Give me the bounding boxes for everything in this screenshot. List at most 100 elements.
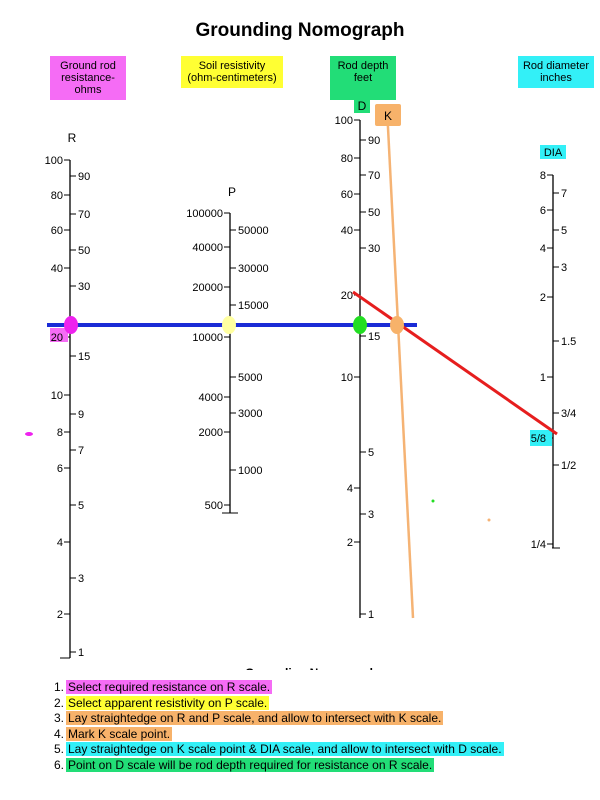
step-1: 1. Select required resistance on R scale. xyxy=(40,680,504,696)
step-5-text: Lay straightedge on K scale point & DIA … xyxy=(66,742,504,756)
scale-label-dia: DIA xyxy=(544,147,563,159)
marker-d-point xyxy=(353,316,367,334)
tick-label-d-left: 60 xyxy=(341,189,353,201)
tick-label-r-left: 10 xyxy=(51,390,63,402)
straightedge-k-dia xyxy=(352,290,558,436)
tick-label-r-left: 40 xyxy=(51,263,63,275)
header-d-line-2: feet xyxy=(353,72,373,84)
step-4-text: Mark K scale point. xyxy=(66,726,173,741)
tick-label-dia-left: 4 xyxy=(540,243,546,255)
step-5-number: 5. xyxy=(53,742,64,756)
tick-label-d-left: 10 xyxy=(341,372,353,384)
marker-k-point xyxy=(390,316,404,334)
tick-label-p-left: 20000 xyxy=(192,282,223,294)
tick-label-dia-left: 1 xyxy=(540,372,546,384)
tick-label-r-right: 3 xyxy=(78,573,84,585)
step-4: 4. Mark K scale point. xyxy=(40,726,504,743)
tick-label-d-left: 80 xyxy=(341,153,353,165)
header-dia: Rod diameter inches xyxy=(518,56,594,88)
instructions-list: 1. Select required resistance on R scale.… xyxy=(40,680,504,773)
scale-label-r: R xyxy=(68,131,77,145)
tick-label-d-right: 50 xyxy=(368,207,380,219)
tick-label-dia-right: 7 xyxy=(561,188,567,200)
tick-label-p-right: 5000 xyxy=(238,372,262,384)
tick-label-r-left: 20 xyxy=(51,332,63,344)
header-p: Soil resistivity (ohm-centimeters) xyxy=(181,56,283,88)
tick-label-p-left: 100000 xyxy=(186,208,223,220)
step-6-text: Point on D scale will be rod depth requi… xyxy=(66,757,435,772)
step-3: 3. Lay straightedge on R and P scale, and… xyxy=(40,711,504,727)
tick-label-dia-right: 1.5 xyxy=(561,336,576,348)
scale-label-d-bg xyxy=(354,99,370,113)
marker-p-point xyxy=(222,316,236,334)
tick-label-dia-right: 5 xyxy=(561,225,567,237)
dia-58-highlight xyxy=(530,430,552,446)
tick-label-r-left: 80 xyxy=(51,190,63,202)
tick-label-d-right: 1 xyxy=(368,609,374,621)
tick-label-r-left: 8 xyxy=(57,427,63,439)
tick-label-r-right: 30 xyxy=(78,281,90,293)
tick-label-r-left: 2 xyxy=(57,609,63,621)
tick-label-d-right: 30 xyxy=(368,243,380,255)
tick-label-r-right: 90 xyxy=(78,171,90,183)
tick-label-dia-left: 8 xyxy=(540,170,546,182)
scale-label-k: K xyxy=(384,109,392,123)
header-dia-line-1: Rod diameter xyxy=(522,60,590,72)
tick-label-dia-left: 2 xyxy=(540,292,546,304)
tick-label-r-right: 9 xyxy=(78,409,84,421)
tick-label-d-left: 40 xyxy=(341,225,353,237)
scale-label-dia-bg xyxy=(540,145,566,159)
stray-dot-orange xyxy=(487,518,491,522)
tick-label-p-right: 15000 xyxy=(238,300,269,312)
tick-label-r-right: 1 xyxy=(78,647,84,659)
step-2-number: 2. xyxy=(53,695,64,710)
tick-label-dia-right: 3 xyxy=(561,262,567,274)
tick-label-r-left: 6 xyxy=(57,463,63,475)
header-d: Rod depth feet xyxy=(330,56,396,100)
faded-footer-title: Grounding Nomograph xyxy=(245,664,377,670)
step-2-text: Select apparent resistivity on P scale. xyxy=(66,695,270,710)
header-r-line-1: Ground rod xyxy=(60,60,116,72)
tick-label-p-left: 40000 xyxy=(192,242,223,254)
r-20-highlight xyxy=(50,328,68,342)
tick-label-dia-left: 1/4 xyxy=(531,539,546,551)
header-p-line-2: (ohm-centimeters) xyxy=(187,72,277,84)
tick-label-p-right: 1000 xyxy=(238,465,262,477)
header-dia-line-2: inches xyxy=(540,72,572,84)
tick-label-d-right: 5 xyxy=(368,447,374,459)
tick-label-p-left: 500 xyxy=(205,500,223,512)
step-1-number: 1. xyxy=(53,680,64,694)
tick-label-r-right: 7 xyxy=(78,445,84,457)
header-p-line-1: Soil resistivity xyxy=(198,60,266,72)
tick-label-dia-left: 6 xyxy=(540,205,546,217)
tick-label-dia-left: 5/8 xyxy=(531,433,546,445)
tick-label-d-left: 2 xyxy=(347,537,353,549)
tick-label-dia-right: 3/4 xyxy=(561,408,576,420)
tick-label-r-left: 60 xyxy=(51,225,63,237)
tick-label-r-left: 4 xyxy=(57,537,63,549)
tick-label-d-right: 15 xyxy=(368,331,380,343)
stray-dot-magenta xyxy=(25,432,33,436)
tick-label-p-left: 2000 xyxy=(199,427,223,439)
stray-dot-green xyxy=(431,499,435,503)
scale-label-p: P xyxy=(228,185,236,199)
header-r-line-2: resistance-ohms xyxy=(61,72,115,96)
tick-label-d-right: 3 xyxy=(368,509,374,521)
tick-label-p-right: 3000 xyxy=(238,408,262,420)
step-6: 6. Point on D scale will be rod depth req… xyxy=(40,757,504,774)
tick-label-r-right: 50 xyxy=(78,245,90,257)
step-1-text: Select required resistance on R scale. xyxy=(66,680,273,694)
tick-label-r-right: 5 xyxy=(78,500,84,512)
tick-label-d-right: 70 xyxy=(368,170,380,182)
tick-label-p-left: 10000 xyxy=(192,332,223,344)
header-d-line-1: Rod depth xyxy=(337,60,389,72)
step-4-number: 4. xyxy=(53,726,64,741)
tick-label-r-left: 100 xyxy=(45,155,63,167)
tick-label-d-left: 100 xyxy=(335,115,353,127)
step-3-text: Lay straightedge on R and P scale, and a… xyxy=(66,711,444,725)
page-title: Grounding Nomograph xyxy=(195,20,405,41)
step-6-number: 6. xyxy=(53,757,64,772)
step-3-number: 3. xyxy=(53,711,64,725)
header-r: Ground rod resistance-ohms xyxy=(50,56,126,100)
